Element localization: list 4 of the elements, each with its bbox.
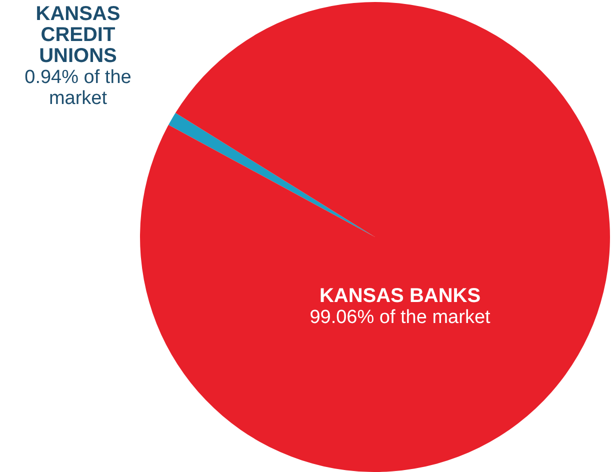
slice-label: KANSAS CREDIT UNIONS [34, 3, 122, 67]
data-label: 99.06% of the market [308, 307, 492, 328]
slice-label: KANSAS BANKS [318, 285, 482, 307]
data-label: 0.94% of the market [24, 67, 132, 109]
